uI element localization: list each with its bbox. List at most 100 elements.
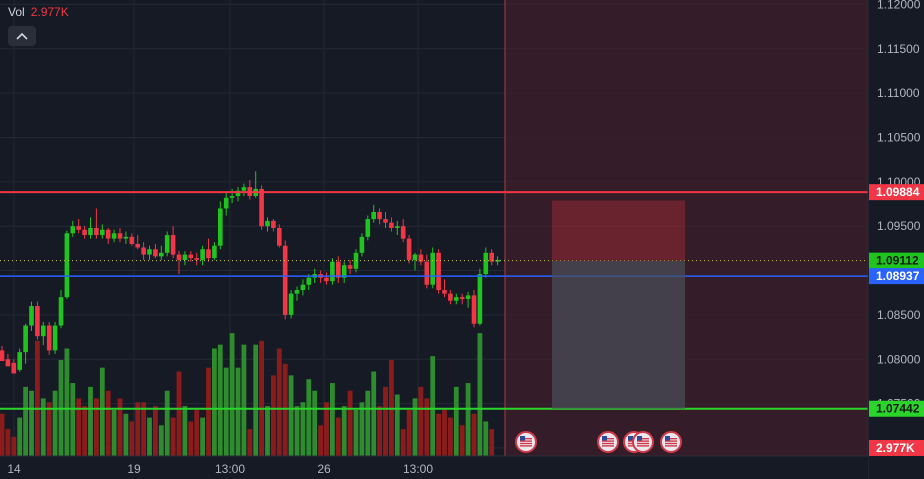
price-label-bg-resistance xyxy=(869,184,924,201)
short-position-box[interactable] xyxy=(552,200,685,409)
flag-stripe xyxy=(665,440,677,442)
us-flag-icon[interactable] xyxy=(515,431,537,453)
candle xyxy=(454,293,459,305)
volume-bar xyxy=(347,390,353,456)
volume-bar xyxy=(424,398,430,456)
candle-body xyxy=(105,229,111,239)
candle xyxy=(0,345,5,362)
volume-bar xyxy=(448,417,453,456)
candle-body xyxy=(459,297,465,299)
price-tick-label: 1.08500 xyxy=(877,308,921,322)
volume-bar xyxy=(176,371,182,456)
candle-body xyxy=(324,277,329,282)
flag-stripe xyxy=(637,445,649,447)
us-flag-icon[interactable] xyxy=(660,431,682,453)
economic-events[interactable] xyxy=(515,431,682,453)
volume-bar xyxy=(153,406,158,456)
candle xyxy=(76,219,81,234)
candle xyxy=(271,219,276,232)
volume-axis-label[interactable]: 2.977K xyxy=(876,441,915,455)
candle xyxy=(58,290,64,329)
volume-bar xyxy=(430,356,436,456)
candle xyxy=(395,220,400,236)
candle xyxy=(389,217,394,232)
volume-bars xyxy=(0,333,495,456)
volume-bar xyxy=(276,348,282,456)
volume-bar xyxy=(471,413,477,456)
candle-body xyxy=(5,359,11,367)
price-label-bg-current xyxy=(869,268,924,285)
volume-bar xyxy=(335,417,341,456)
volume-bar xyxy=(117,398,123,456)
candle-body xyxy=(347,265,353,269)
volume-bar xyxy=(123,413,129,456)
candle-body xyxy=(489,252,494,262)
volume-bar xyxy=(294,406,300,456)
candle-body xyxy=(206,249,211,259)
candle-body xyxy=(483,252,489,275)
candle-body xyxy=(76,226,81,230)
candle xyxy=(52,321,58,354)
time-tick-label: 26 xyxy=(317,462,331,476)
candle-body xyxy=(306,277,312,285)
volume-bar xyxy=(442,409,447,456)
candle xyxy=(176,251,182,275)
flag-stripe xyxy=(637,442,649,445)
volume-bar xyxy=(94,398,99,456)
volume-bar xyxy=(436,413,441,456)
volume-bar xyxy=(359,402,365,456)
candle-body xyxy=(265,220,270,227)
candle-body xyxy=(412,254,418,260)
volume-bar xyxy=(271,375,276,456)
volume-bar xyxy=(400,429,406,456)
candle xyxy=(141,242,146,260)
price-axis[interactable]: 1.120001.115001.110001.105001.100001.095… xyxy=(867,0,924,479)
price-label-resistance[interactable]: 1.09884 xyxy=(876,185,920,199)
price-label-last[interactable]: 1.09112 xyxy=(876,254,919,268)
candle-body xyxy=(218,208,223,246)
volume-bar xyxy=(371,371,377,456)
price-label-current[interactable]: 1.08937 xyxy=(876,269,920,283)
us-flag-icon[interactable] xyxy=(632,431,654,453)
candle-body xyxy=(129,236,135,244)
price-tick-label: 1.08000 xyxy=(877,352,921,366)
volume-legend: Vol 2.977K xyxy=(8,5,69,19)
volume-bar xyxy=(70,383,76,456)
candle xyxy=(424,254,430,289)
flag-stripe xyxy=(520,440,532,442)
take-profit-zone[interactable] xyxy=(552,260,685,409)
candle-body xyxy=(159,252,164,257)
candle xyxy=(29,301,34,331)
time-axis[interactable]: 14 19 13:00 26 13:00 xyxy=(0,455,868,479)
flag-stripe xyxy=(665,445,677,447)
candle xyxy=(436,249,441,294)
volume-bar xyxy=(88,386,93,456)
collapse-legend-button[interactable] xyxy=(8,26,36,46)
volume-bar xyxy=(324,402,329,456)
candle-body xyxy=(17,352,22,370)
stop-loss-zone[interactable] xyxy=(552,200,685,261)
candle-body xyxy=(371,212,376,220)
candle xyxy=(282,240,288,320)
candle xyxy=(41,321,46,346)
volume-bar xyxy=(200,417,205,456)
candle-body xyxy=(111,233,117,239)
candle xyxy=(5,353,11,367)
volume-bar xyxy=(288,375,294,456)
candle-body xyxy=(365,219,371,237)
volume-bar xyxy=(483,421,489,456)
candle xyxy=(200,245,205,266)
volume-legend-value: 2.977K xyxy=(30,5,69,19)
flag-canton xyxy=(637,436,642,441)
us-flag-icon[interactable] xyxy=(597,431,619,453)
volume-bar xyxy=(318,425,323,456)
price-levels[interactable] xyxy=(0,191,868,410)
volume-bar xyxy=(300,402,306,456)
candle-body xyxy=(418,254,424,262)
volume-bar xyxy=(247,429,253,456)
candle-body xyxy=(383,219,388,223)
price-label-support[interactable]: 1.07442 xyxy=(876,402,920,416)
candle xyxy=(64,230,70,299)
candle-body xyxy=(430,252,435,285)
